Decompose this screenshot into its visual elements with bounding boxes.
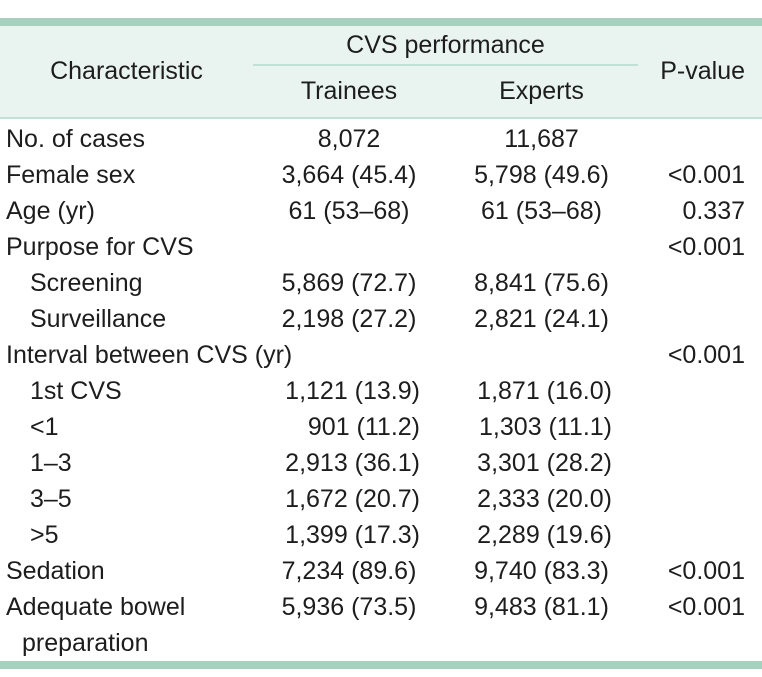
pvalue-cell: <0.001 [667,593,745,621]
table-row: Age (yr) 61 (53–68) 61 (53–68) 0.337 [0,193,762,229]
experts-cell: 9,483 (81.1) [474,593,609,621]
experts-cell: 2,289 (19.6) [477,520,612,549]
trainees-cell: 2,913 (36.1) [285,448,420,477]
characteristic-cell: Interval between CVS (yr) [6,340,293,369]
table-row: Interval between CVS (yr) <0.001 [0,337,762,373]
table-row: 3–5 1,672 (20.7) 2,333 (20.0) [0,481,762,517]
header-group-columns: CVS performance Trainees Experts [253,26,638,117]
table-top-rule [0,18,762,26]
experts-cell: 5,798 (49.6) [474,160,609,189]
characteristic-line2: preparation [22,629,149,657]
characteristic-cell: 1–3 [30,448,72,477]
characteristic-cell: Age (yr) [6,196,95,225]
experts-cell: 11,687 [504,124,579,153]
trainees-cell: 5,869 (72.7) [281,268,417,297]
pvalue-cell: <0.001 [667,232,745,261]
experts-cell: 2,333 (20.0) [477,484,612,513]
header-pvalue: P-value [660,57,745,85]
table-row: Screening 5,869 (72.7) 8,841 (75.6) [0,265,762,301]
experts-cell: 8,841 (75.6) [474,268,609,297]
header-experts: Experts [499,77,584,105]
characteristic-cell: No. of cases [6,124,145,153]
characteristic-cell: 1st CVS [30,376,122,405]
characteristic-cell: Surveillance [30,304,167,333]
trainees-cell: 1,399 (17.3) [285,520,420,549]
characteristic-cell: 3–5 [30,484,72,513]
table-row: No. of cases 8,072 11,687 [0,121,762,157]
characteristic-cell: Adequate bowel preparation [0,589,253,661]
table-row: Surveillance 2,198 (27.2) 2,821 (24.1) [0,301,762,337]
characteristic-cell: Female sex [6,160,136,189]
experts-cell: 1,871 (16.0) [477,376,612,405]
trainees-cell: 901 (11.2) [307,412,420,441]
header-characteristic: Characteristic [50,57,203,85]
header-subcolumns: Trainees Experts [253,66,638,117]
trainees-cell: 1,121 (13.9) [285,376,420,405]
trainees-cell: 61 (53–68) [288,196,410,225]
table-row: >5 1,399 (17.3) 2,289 (19.6) [0,517,762,553]
table-row: <1 901 (11.2) 1,303 (11.1) [0,409,762,445]
table-row: 1st CVS 1,121 (13.9) 1,871 (16.0) [0,373,762,409]
trainees-cell: 7,234 (89.6) [281,556,417,585]
experts-cell: 61 (53–68) [481,196,602,225]
pvalue-cell: <0.001 [667,340,745,369]
characteristic-cell: <1 [30,412,59,441]
experts-cell: 1,303 (11.1) [479,412,612,441]
table-header: Characteristic CVS performance Trainees … [0,26,762,119]
characteristic-cell: >5 [30,520,59,549]
pvalue-cell: <0.001 [667,556,745,585]
header-trainees: Trainees [300,77,398,105]
experts-cell: 2,821 (24.1) [474,304,609,333]
characteristic-cell: Screening [30,268,143,297]
table-row: Female sex 3,664 (45.4) 5,798 (49.6) <0.… [0,157,762,193]
trainees-cell: 8,072 [317,124,381,153]
table-row: Sedation 7,234 (89.6) 9,740 (83.3) <0.00… [0,553,762,589]
characteristic-cell: Sedation [6,556,105,585]
table-row: 1–3 2,913 (36.1) 3,301 (28.2) [0,445,762,481]
experts-cell: 9,740 (83.3) [474,556,609,585]
header-group-label: CVS performance [253,26,638,66]
table-row: Purpose for CVS <0.001 [0,229,762,265]
characteristic-cell: Purpose for CVS [6,232,194,261]
table-body: No. of cases 8,072 11,687 Female sex 3,6… [0,119,762,661]
table-row: Adequate bowel preparation 5,936 (73.5) … [0,589,762,661]
characteristic-line1: Adequate bowel [6,593,186,621]
trainees-cell: 1,672 (20.7) [285,484,420,513]
trainees-cell: 5,936 (73.5) [281,593,417,621]
trainees-cell: 2,198 (27.2) [281,304,417,333]
trainees-cell: 3,664 (45.4) [281,160,417,189]
experts-cell: 3,301 (28.2) [477,448,612,477]
table-bottom-rule [0,661,762,669]
pvalue-cell: <0.001 [667,160,745,189]
pvalue-cell: 0.337 [682,196,745,225]
